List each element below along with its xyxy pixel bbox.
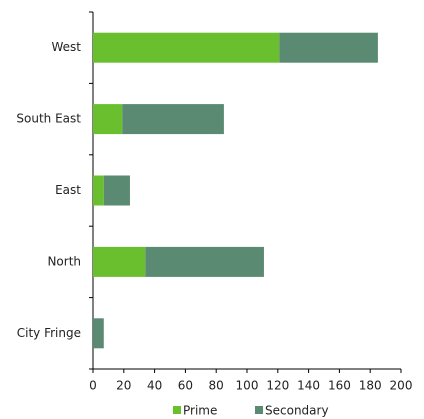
x-tick-label: 120 (266, 379, 289, 393)
bar-segment (122, 104, 224, 135)
bar-segment (93, 32, 280, 63)
x-tick-label: 0 (89, 379, 97, 393)
bar-segment (93, 175, 104, 206)
bar-segment (93, 318, 104, 349)
legend-swatch (255, 406, 263, 414)
y-tick-label: West (51, 40, 81, 54)
bar-segment (103, 175, 130, 206)
x-tick-label: 200 (390, 379, 413, 393)
x-tick-label: 20 (116, 379, 131, 393)
legend-label: Prime (183, 404, 217, 418)
bar-segment (145, 246, 264, 277)
bar-segment (93, 246, 146, 277)
x-tick-label: 80 (209, 379, 224, 393)
bar-segment (93, 104, 123, 135)
legend-swatch (173, 406, 181, 414)
x-tick-label: 160 (328, 379, 351, 393)
x-tick-label: 60 (178, 379, 193, 393)
y-tick-label: South East (16, 112, 81, 126)
x-tick-label: 180 (359, 379, 382, 393)
y-tick-label: North (47, 254, 81, 268)
y-tick-label: City Fringe (17, 326, 81, 340)
x-tick-label: 40 (147, 379, 162, 393)
legend-label: Secondary (265, 404, 329, 418)
bar-segment (279, 32, 378, 63)
x-tick-label: 100 (236, 379, 259, 393)
y-tick-label: East (55, 183, 81, 197)
x-tick-label: 140 (297, 379, 320, 393)
